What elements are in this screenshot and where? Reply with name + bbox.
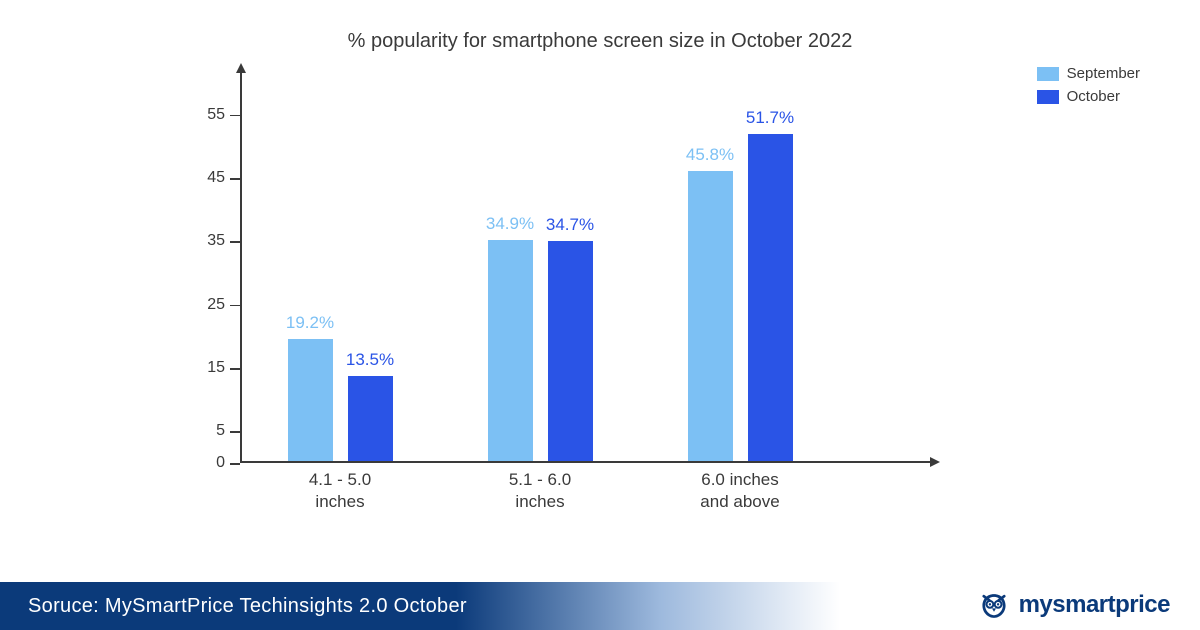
legend-item: September bbox=[1037, 65, 1140, 82]
y-tick bbox=[230, 368, 240, 370]
x-axis bbox=[240, 461, 935, 463]
bar-value-label: 34.7% bbox=[520, 215, 620, 235]
bar bbox=[348, 376, 393, 462]
y-tick-label: 55 bbox=[195, 106, 225, 124]
plot-area: 05152535455519.2%13.5%4.1 - 5.0inches34.… bbox=[240, 83, 920, 463]
brand-name: mysmartprice bbox=[1019, 591, 1170, 619]
y-axis bbox=[240, 68, 242, 463]
y-tick bbox=[230, 178, 240, 180]
category-label: 5.1 - 6.0inches bbox=[470, 469, 610, 513]
x-axis-arrow-icon bbox=[930, 457, 940, 467]
bar-value-label: 13.5% bbox=[320, 350, 420, 370]
y-tick bbox=[230, 241, 240, 243]
category-label: 4.1 - 5.0inches bbox=[270, 469, 410, 513]
brand-logo: mysmartprice bbox=[977, 588, 1170, 622]
y-tick bbox=[230, 463, 240, 465]
y-tick-label: 45 bbox=[195, 169, 225, 187]
legend-swatch-october bbox=[1037, 90, 1059, 104]
legend-label: September bbox=[1067, 65, 1140, 82]
y-axis-arrow-icon bbox=[236, 63, 246, 73]
legend-label: October bbox=[1067, 88, 1120, 105]
y-tick-label: 5 bbox=[195, 422, 225, 440]
owl-icon bbox=[977, 588, 1011, 622]
category-label: 6.0 inchesand above bbox=[670, 469, 810, 513]
y-tick-label: 25 bbox=[195, 296, 225, 314]
bar bbox=[748, 134, 793, 461]
bar-value-label: 45.8% bbox=[660, 145, 760, 165]
bar-value-label: 51.7% bbox=[720, 108, 820, 128]
legend-swatch-september bbox=[1037, 67, 1059, 81]
y-tick-label: 35 bbox=[195, 232, 225, 250]
legend-item: October bbox=[1037, 88, 1140, 105]
y-tick bbox=[230, 305, 240, 307]
source-text: Soruce: MySmartPrice Techinsights 2.0 Oc… bbox=[0, 595, 467, 618]
chart-container: % popularity for smartphone screen size … bbox=[180, 30, 1020, 550]
y-tick bbox=[230, 431, 240, 433]
y-tick-label: 0 bbox=[195, 454, 225, 472]
bar bbox=[688, 171, 733, 461]
bar bbox=[488, 240, 533, 461]
chart-title: % popularity for smartphone screen size … bbox=[180, 30, 1020, 53]
y-tick-label: 15 bbox=[195, 359, 225, 377]
y-tick bbox=[230, 115, 240, 117]
bar-value-label: 19.2% bbox=[260, 313, 360, 333]
legend: September October bbox=[1037, 65, 1140, 111]
bar bbox=[548, 241, 593, 461]
